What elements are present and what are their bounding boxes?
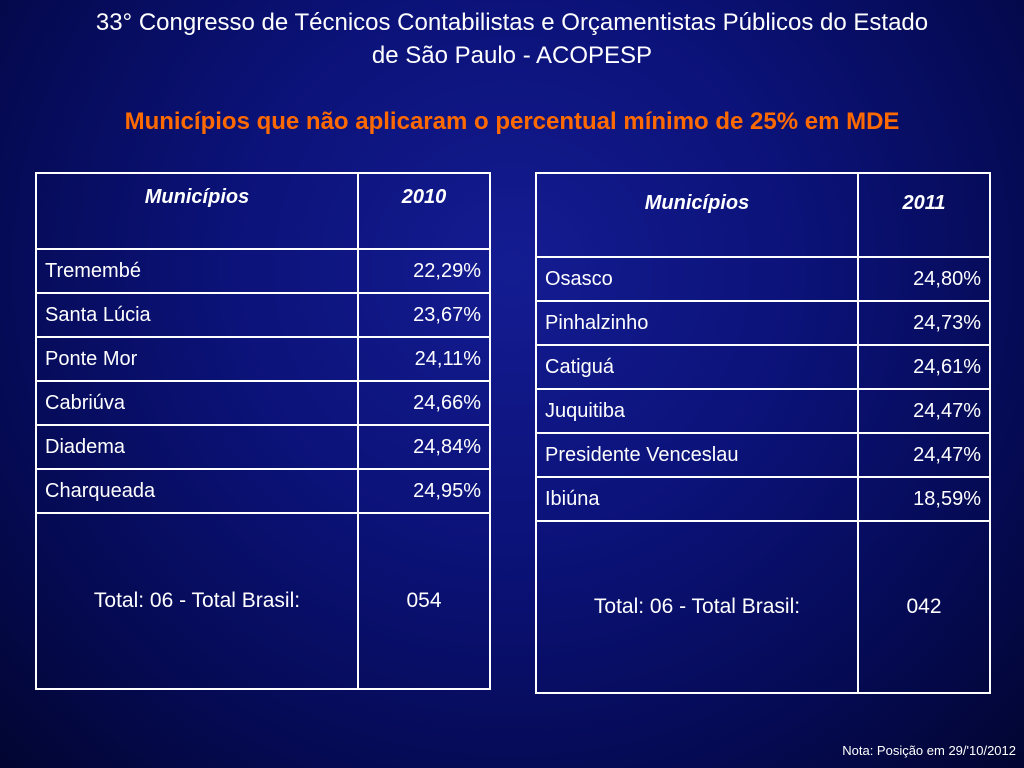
slide-title-line-1: 33° Congresso de Técnicos Contabilistas …	[95, 9, 929, 36]
municipio-name: Juquitiba	[535, 388, 859, 434]
municipio-name: Osasco	[535, 256, 859, 302]
percentual-value: 23,67%	[357, 292, 491, 338]
position-note: Nota: Posição em 29/'10/2012	[842, 743, 1016, 758]
percentual-value: 24,47%	[857, 432, 991, 478]
table-total-row: Total: 06 - Total Brasil: 042	[535, 520, 991, 694]
municipio-name: Presidente Venceslau	[535, 432, 859, 478]
slide-subtitle: Municípios que não aplicaram o percentua…	[124, 108, 900, 135]
slide-title-line-2: de São Paulo - ACOPESP	[371, 42, 653, 69]
municipio-name: Tremembé	[35, 248, 359, 294]
total-label: Total: 06 - Total Brasil:	[535, 520, 859, 694]
header-municipios: Municípios	[35, 172, 359, 250]
percentual-value: 24,80%	[857, 256, 991, 302]
municipio-name: Ponte Mor	[35, 336, 359, 382]
table-row: Pinhalzinho 24,73%	[535, 300, 991, 346]
municipio-name: Pinhalzinho	[535, 300, 859, 346]
table-total-row: Total: 06 - Total Brasil: 054	[35, 512, 491, 690]
table-row: Ibiúna 18,59%	[535, 476, 991, 522]
municipio-name: Ibiúna	[535, 476, 859, 522]
percentual-value: 24,61%	[857, 344, 991, 390]
municipio-name: Catiguá	[535, 344, 859, 390]
total-label: Total: 06 - Total Brasil:	[35, 512, 359, 690]
municipio-name: Charqueada	[35, 468, 359, 514]
table-header-row: Municípios 2010	[35, 172, 491, 250]
municipio-name: Diadema	[35, 424, 359, 470]
percentual-value: 18,59%	[857, 476, 991, 522]
total-value: 042	[857, 520, 991, 694]
table-row: Diadema 24,84%	[35, 424, 491, 470]
table-2011: Municípios 2011 Osasco 24,80% Pinhalzinh…	[535, 172, 991, 694]
percentual-value: 22,29%	[357, 248, 491, 294]
total-value: 054	[357, 512, 491, 690]
table-row: Tremembé 22,29%	[35, 248, 491, 294]
table-row: Osasco 24,80%	[535, 256, 991, 302]
percentual-value: 24,73%	[857, 300, 991, 346]
table-row: Cabriúva 24,66%	[35, 380, 491, 426]
table-row: Santa Lúcia 23,67%	[35, 292, 491, 338]
percentual-value: 24,84%	[357, 424, 491, 470]
table-row: Catiguá 24,61%	[535, 344, 991, 390]
table-2010: Municípios 2010 Tremembé 22,29% Santa Lú…	[35, 172, 491, 690]
table-header-row: Municípios 2011	[535, 172, 991, 258]
table-row: Ponte Mor 24,11%	[35, 336, 491, 382]
municipio-name: Santa Lúcia	[35, 292, 359, 338]
percentual-value: 24,95%	[357, 468, 491, 514]
header-year-2011: 2011	[857, 172, 991, 258]
percentual-value: 24,66%	[357, 380, 491, 426]
header-municipios: Municípios	[535, 172, 859, 258]
percentual-value: 24,11%	[357, 336, 491, 382]
percentual-value: 24,47%	[857, 388, 991, 434]
municipio-name: Cabriúva	[35, 380, 359, 426]
table-row: Charqueada 24,95%	[35, 468, 491, 514]
header-year-2010: 2010	[357, 172, 491, 250]
table-row: Presidente Venceslau 24,47%	[535, 432, 991, 478]
slide-title: 33° Congresso de Técnicos Contabilistas …	[0, 6, 1024, 72]
table-row: Juquitiba 24,47%	[535, 388, 991, 434]
